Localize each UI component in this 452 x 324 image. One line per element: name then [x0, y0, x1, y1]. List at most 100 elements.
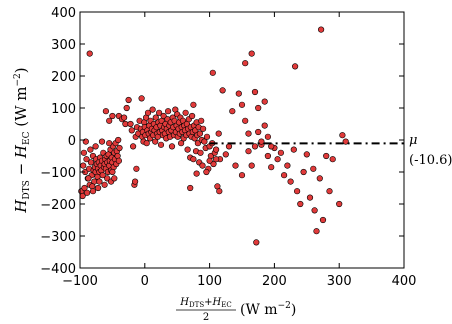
data-point: [109, 112, 116, 120]
data-point: [342, 138, 349, 145]
data-point: [215, 130, 222, 137]
data-point: [92, 143, 99, 150]
data-point: [232, 162, 239, 169]
data-point: [287, 178, 294, 185]
data-point: [187, 184, 194, 192]
y-tick-label: 300: [51, 38, 76, 53]
data-point: [99, 172, 106, 179]
y-tick-label: −100: [40, 166, 76, 181]
data-point: [203, 168, 210, 176]
data-point: [190, 101, 197, 108]
data-point: [229, 108, 236, 115]
data-point: [128, 127, 135, 134]
data-point: [86, 50, 93, 57]
data-point: [292, 63, 299, 70]
data-point: [318, 26, 325, 33]
y-tick-label: −300: [40, 230, 76, 245]
data-point: [80, 162, 87, 169]
x-axis-label: HDTS+HEC 2 (W m−2): [176, 297, 296, 323]
data-point: [199, 162, 206, 169]
data-point: [190, 156, 197, 163]
data-point: [209, 69, 216, 76]
data-point: [339, 132, 346, 139]
data-point: [245, 148, 252, 155]
data-point: [89, 188, 97, 195]
data-point: [143, 140, 150, 147]
y-tick-label: 400: [51, 6, 76, 21]
data-point: [268, 164, 275, 171]
data-point: [197, 149, 204, 156]
data-point: [219, 87, 226, 94]
svg-text:HDTS+HEC: HDTS+HEC: [179, 297, 231, 309]
data-point: [130, 143, 137, 150]
data-point: [297, 200, 304, 208]
data-point: [255, 128, 262, 136]
data-point: [238, 101, 246, 108]
data-point: [251, 88, 259, 96]
data-point: [165, 108, 172, 115]
data-points: [78, 26, 349, 246]
data-point: [123, 104, 130, 112]
data-point: [277, 149, 285, 156]
data-point: [120, 114, 128, 121]
data-point: [203, 133, 211, 140]
data-point: [268, 143, 275, 150]
data-point: [313, 228, 320, 235]
data-point: [80, 149, 87, 156]
svg-text:(W m−2): (W m−2): [240, 301, 296, 318]
data-point: [222, 151, 229, 158]
data-point: [261, 122, 268, 129]
data-point: [242, 117, 249, 124]
data-point: [329, 156, 336, 163]
svg-text:HDTS − HEC (W m−2): HDTS − HEC (W m−2): [12, 67, 32, 213]
data-point: [138, 95, 145, 102]
data-point: [225, 143, 233, 150]
svg-text:2: 2: [203, 312, 209, 323]
data-point: [253, 239, 260, 246]
data-point: [168, 143, 176, 150]
x-tick-label: −100: [62, 274, 98, 289]
data-point: [245, 130, 252, 137]
data-point: [248, 162, 255, 169]
data-point: [106, 140, 113, 147]
data-point: [213, 156, 220, 163]
data-point: [274, 156, 281, 163]
data-point: [326, 188, 333, 195]
data-point: [248, 50, 255, 57]
data-point: [310, 165, 317, 172]
x-tick-label: 300: [327, 274, 352, 289]
data-point: [290, 146, 297, 153]
data-point: [94, 184, 102, 192]
data-point: [198, 117, 205, 124]
data-point: [316, 175, 323, 182]
data-point: [87, 159, 95, 166]
y-tick-label: 0: [68, 134, 76, 149]
data-point: [157, 141, 165, 148]
plot-area-frame: [79, 11, 405, 269]
data-point: [109, 168, 116, 176]
data-point: [133, 165, 140, 172]
data-point: [132, 178, 139, 185]
data-point: [101, 181, 108, 188]
data-point: [201, 138, 208, 145]
axis-ticks: −100 0 100 200 300 400 400 300 200 100 0 −100 −200 −3…: [40, 6, 416, 289]
data-point: [106, 117, 113, 124]
data-point: [238, 172, 246, 179]
data-point: [261, 98, 268, 105]
data-point: [264, 133, 272, 140]
data-point: [127, 120, 134, 128]
data-point: [178, 140, 185, 147]
x-tick-label: 200: [262, 274, 287, 289]
x-tick-label: 400: [392, 274, 417, 289]
y-tick-label: 200: [51, 70, 76, 85]
mean-symbol-label: μ: [409, 133, 417, 148]
data-point: [193, 170, 200, 177]
data-point: [255, 104, 262, 112]
data-point: [85, 175, 92, 182]
y-axis-label: HDTS − HEC (W m−2): [12, 67, 32, 213]
data-point: [102, 108, 109, 115]
data-point: [200, 125, 207, 132]
y-tick-label: 100: [51, 102, 76, 117]
data-point: [182, 109, 189, 116]
